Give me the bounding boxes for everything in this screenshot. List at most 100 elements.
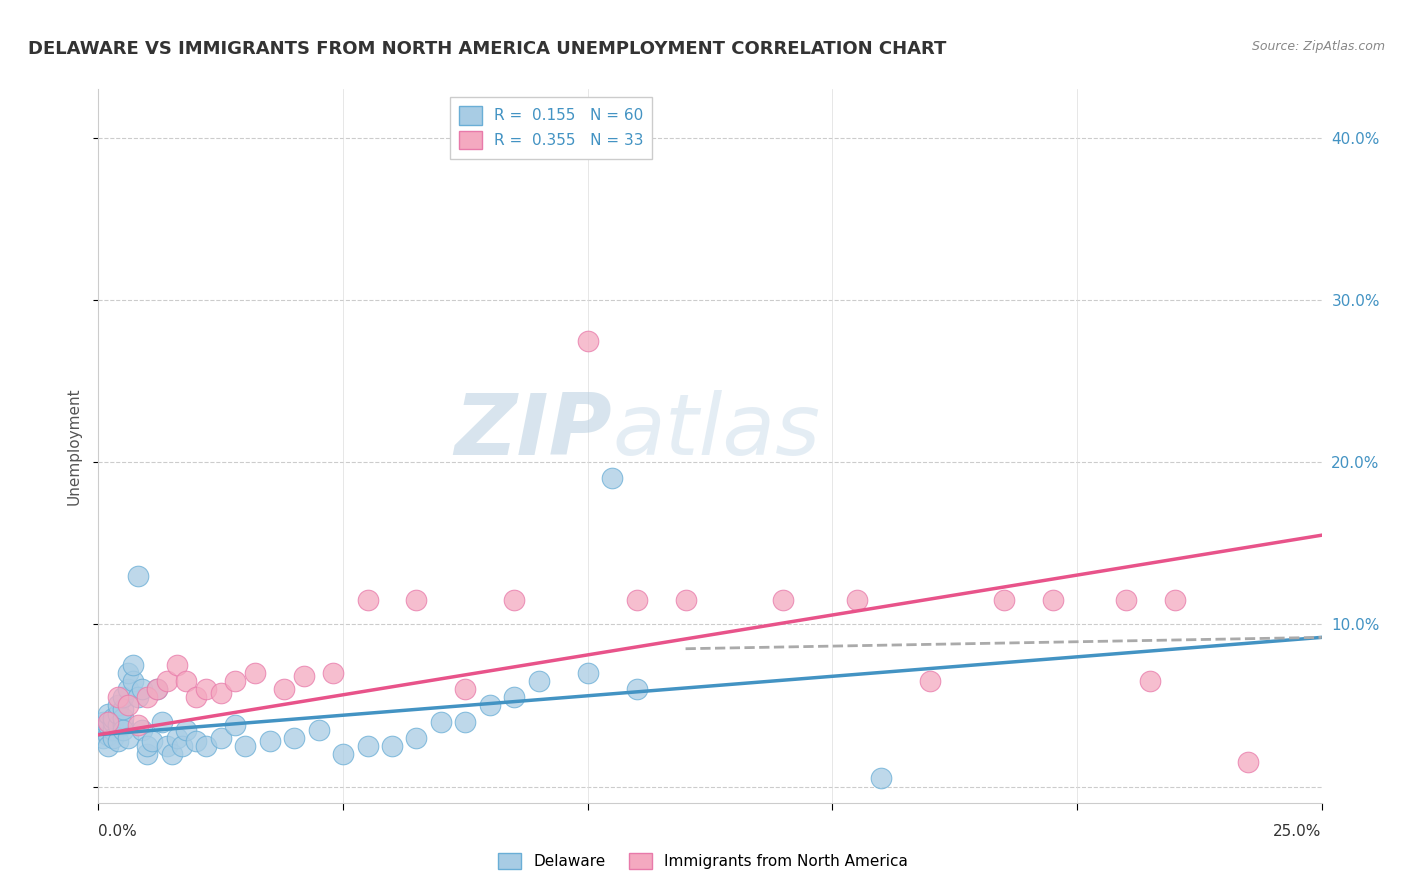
Point xyxy=(117,731,139,745)
Point xyxy=(1237,756,1260,770)
Point xyxy=(322,666,344,681)
Point xyxy=(405,593,427,607)
Point xyxy=(308,723,330,737)
Point xyxy=(454,714,477,729)
Point xyxy=(166,657,188,672)
Point xyxy=(576,334,599,348)
Point xyxy=(107,706,129,721)
Point xyxy=(870,772,893,786)
Point xyxy=(772,593,794,607)
Point xyxy=(156,674,179,689)
Point xyxy=(626,682,648,697)
Point xyxy=(283,731,305,745)
Point xyxy=(111,690,134,705)
Point xyxy=(111,723,134,737)
Point xyxy=(131,723,153,737)
Text: ZIP: ZIP xyxy=(454,390,612,474)
Point xyxy=(117,682,139,697)
Point xyxy=(146,682,169,697)
Point xyxy=(243,666,266,681)
Point xyxy=(430,714,453,729)
Point xyxy=(576,666,599,681)
Point xyxy=(97,714,120,729)
Point xyxy=(127,568,149,582)
Point xyxy=(127,718,149,732)
Point xyxy=(845,593,868,607)
Point xyxy=(1115,593,1137,607)
Point xyxy=(224,674,246,689)
Point xyxy=(141,734,163,748)
Point xyxy=(454,682,477,697)
Point xyxy=(478,698,501,713)
Point xyxy=(117,698,139,713)
Point xyxy=(332,747,354,761)
Point xyxy=(195,739,218,753)
Y-axis label: Unemployment: Unemployment xyxy=(66,387,82,505)
Point xyxy=(381,739,404,753)
Point xyxy=(356,593,378,607)
Point xyxy=(503,593,526,607)
Point xyxy=(626,593,648,607)
Point xyxy=(97,739,120,753)
Point xyxy=(101,714,124,729)
Legend: Delaware, Immigrants from North America: Delaware, Immigrants from North America xyxy=(492,847,914,875)
Point xyxy=(186,734,208,748)
Point xyxy=(1139,674,1161,689)
Point xyxy=(150,714,173,729)
Point xyxy=(209,685,232,699)
Point xyxy=(91,723,114,737)
Point xyxy=(111,711,134,725)
Text: 25.0%: 25.0% xyxy=(1274,824,1322,839)
Point xyxy=(121,657,143,672)
Point xyxy=(209,731,232,745)
Point xyxy=(186,690,208,705)
Point xyxy=(527,674,550,689)
Point xyxy=(600,471,623,485)
Text: Source: ZipAtlas.com: Source: ZipAtlas.com xyxy=(1251,40,1385,54)
Point xyxy=(97,706,120,721)
Text: atlas: atlas xyxy=(612,390,820,474)
Legend: R =  0.155   N = 60, R =  0.355   N = 33: R = 0.155 N = 60, R = 0.355 N = 33 xyxy=(450,97,652,159)
Point xyxy=(91,731,114,745)
Point xyxy=(195,682,218,697)
Point xyxy=(1042,593,1064,607)
Text: 0.0%: 0.0% xyxy=(98,824,138,839)
Point xyxy=(503,690,526,705)
Point xyxy=(97,728,120,742)
Point xyxy=(146,682,169,697)
Point xyxy=(292,669,315,683)
Point xyxy=(97,718,120,732)
Point xyxy=(356,739,378,753)
Point xyxy=(675,593,697,607)
Point xyxy=(1164,593,1187,607)
Point xyxy=(101,711,124,725)
Point xyxy=(101,731,124,745)
Point xyxy=(273,682,295,697)
Point xyxy=(107,718,129,732)
Point xyxy=(131,682,153,697)
Point xyxy=(111,718,134,732)
Point xyxy=(920,674,942,689)
Point xyxy=(233,739,256,753)
Point xyxy=(107,698,129,713)
Point xyxy=(170,739,193,753)
Point xyxy=(160,747,183,761)
Point xyxy=(405,731,427,745)
Text: DELAWARE VS IMMIGRANTS FROM NORTH AMERICA UNEMPLOYMENT CORRELATION CHART: DELAWARE VS IMMIGRANTS FROM NORTH AMERIC… xyxy=(28,40,946,58)
Point xyxy=(107,734,129,748)
Point xyxy=(136,690,159,705)
Point xyxy=(136,739,159,753)
Point xyxy=(176,723,198,737)
Point xyxy=(117,666,139,681)
Point xyxy=(224,718,246,732)
Point xyxy=(121,674,143,689)
Point xyxy=(156,739,179,753)
Point xyxy=(259,734,281,748)
Point xyxy=(166,731,188,745)
Point xyxy=(107,690,129,705)
Point xyxy=(993,593,1015,607)
Point xyxy=(101,723,124,737)
Point xyxy=(91,714,114,729)
Point xyxy=(111,702,134,716)
Point xyxy=(127,690,149,705)
